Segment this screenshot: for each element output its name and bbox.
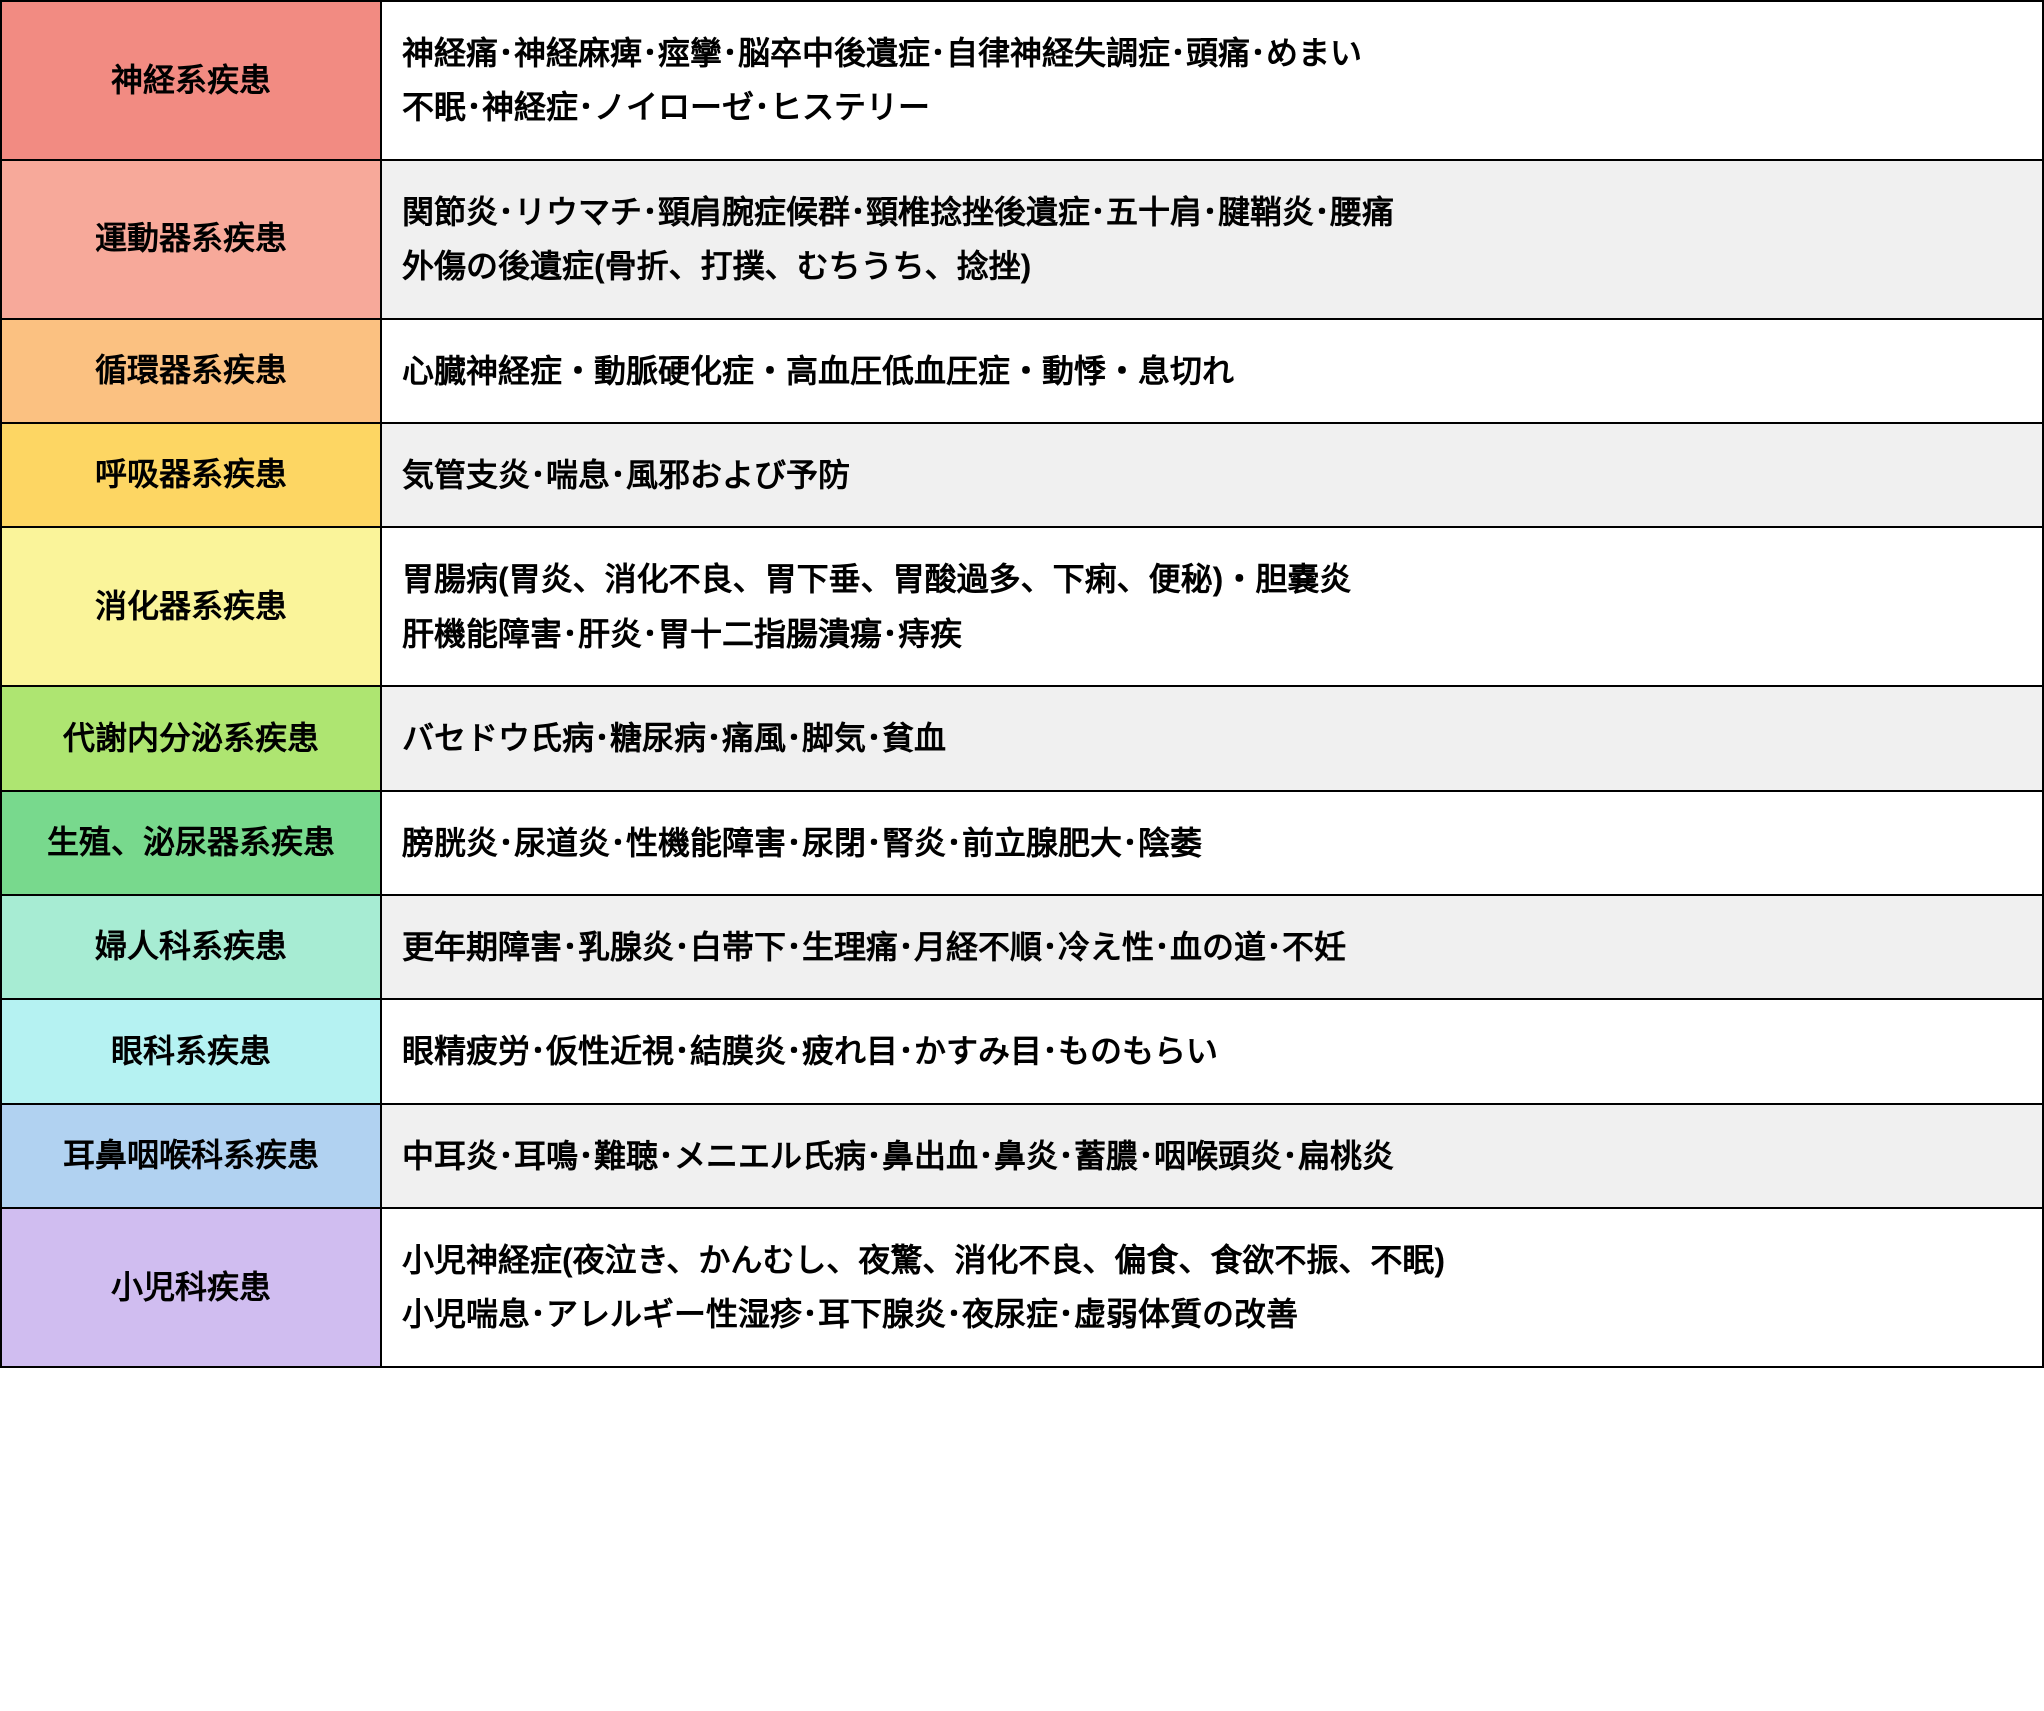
table-row: 呼吸器系疾患気管支炎･喘息･風邪および予防 <box>0 424 2044 528</box>
table-row: 眼科系疾患眼精疲労･仮性近視･結膜炎･疲れ目･かすみ目･ものもらい <box>0 1000 2044 1104</box>
content-cell: バセドウ氏病･糖尿病･痛風･脚気･貧血 <box>380 687 2044 791</box>
category-cell: 生殖、泌尿器系疾患 <box>0 792 380 896</box>
category-cell: 運動器系疾患 <box>0 161 380 320</box>
table-row: 代謝内分泌系疾患バセドウ氏病･糖尿病･痛風･脚気･貧血 <box>0 687 2044 791</box>
category-cell: 代謝内分泌系疾患 <box>0 687 380 791</box>
category-cell: 眼科系疾患 <box>0 1000 380 1104</box>
content-cell: 心臓神経症・動脈硬化症・高血圧低血圧症・動悸・息切れ <box>380 320 2044 424</box>
content-cell: 胃腸病(胃炎、消化不良、胃下垂、胃酸過多、下痢、便秘)・胆嚢炎 肝機能障害･肝炎… <box>380 528 2044 687</box>
content-cell: 関節炎･リウマチ･頸肩腕症候群･頸椎捻挫後遺症･五十肩･腱鞘炎･腰痛 外傷の後遺… <box>380 161 2044 320</box>
content-cell: 中耳炎･耳鳴･難聴･メニエル氏病･鼻出血･鼻炎･蓄膿･咽喉頭炎･扁桃炎 <box>380 1105 2044 1209</box>
category-cell: 呼吸器系疾患 <box>0 424 380 528</box>
content-cell: 膀胱炎･尿道炎･性機能障害･尿閉･腎炎･前立腺肥大･陰萎 <box>380 792 2044 896</box>
table-row: 生殖、泌尿器系疾患膀胱炎･尿道炎･性機能障害･尿閉･腎炎･前立腺肥大･陰萎 <box>0 792 2044 896</box>
content-cell: 小児神経症(夜泣き、かんむし、夜驚、消化不良、偏食、食欲不振、不眠) 小児喘息･… <box>380 1209 2044 1368</box>
table-row: 小児科疾患小児神経症(夜泣き、かんむし、夜驚、消化不良、偏食、食欲不振、不眠) … <box>0 1209 2044 1368</box>
table-row: 運動器系疾患関節炎･リウマチ･頸肩腕症候群･頸椎捻挫後遺症･五十肩･腱鞘炎･腰痛… <box>0 161 2044 320</box>
table-row: 耳鼻咽喉科系疾患中耳炎･耳鳴･難聴･メニエル氏病･鼻出血･鼻炎･蓄膿･咽喉頭炎･… <box>0 1105 2044 1209</box>
category-cell: 神経系疾患 <box>0 0 380 161</box>
category-cell: 婦人科系疾患 <box>0 896 380 1000</box>
content-cell: 更年期障害･乳腺炎･白帯下･生理痛･月経不順･冷え性･血の道･不妊 <box>380 896 2044 1000</box>
category-cell: 耳鼻咽喉科系疾患 <box>0 1105 380 1209</box>
table-row: 神経系疾患神経痛･神経麻痺･痙攣･脳卒中後遺症･自律神経失調症･頭痛･めまい 不… <box>0 0 2044 161</box>
content-cell: 眼精疲労･仮性近視･結膜炎･疲れ目･かすみ目･ものもらい <box>380 1000 2044 1104</box>
table-row: 消化器系疾患胃腸病(胃炎、消化不良、胃下垂、胃酸過多、下痢、便秘)・胆嚢炎 肝機… <box>0 528 2044 687</box>
content-cell: 気管支炎･喘息･風邪および予防 <box>380 424 2044 528</box>
disease-category-table: 神経系疾患神経痛･神経麻痺･痙攣･脳卒中後遺症･自律神経失調症･頭痛･めまい 不… <box>0 0 2044 1368</box>
category-cell: 循環器系疾患 <box>0 320 380 424</box>
table-row: 循環器系疾患心臓神経症・動脈硬化症・高血圧低血圧症・動悸・息切れ <box>0 320 2044 424</box>
content-cell: 神経痛･神経麻痺･痙攣･脳卒中後遺症･自律神経失調症･頭痛･めまい 不眠･神経症… <box>380 0 2044 161</box>
category-cell: 小児科疾患 <box>0 1209 380 1368</box>
category-cell: 消化器系疾患 <box>0 528 380 687</box>
table-row: 婦人科系疾患更年期障害･乳腺炎･白帯下･生理痛･月経不順･冷え性･血の道･不妊 <box>0 896 2044 1000</box>
